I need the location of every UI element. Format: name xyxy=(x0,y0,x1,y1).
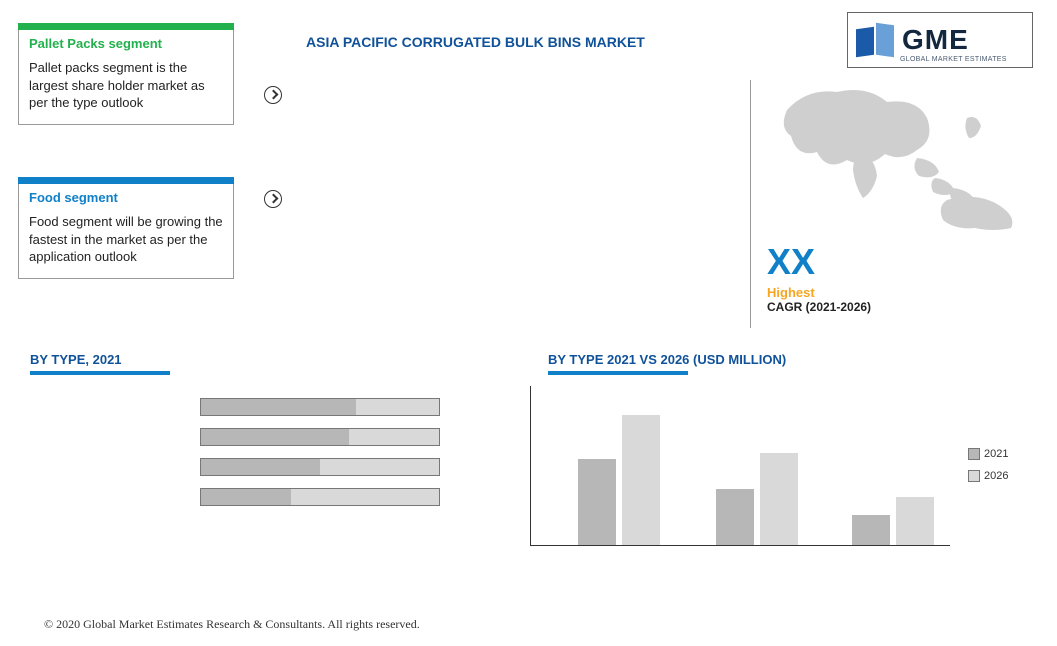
legend-swatch-icon xyxy=(968,448,980,460)
hbar-row xyxy=(200,428,440,446)
legend-item-2021: 2021 xyxy=(968,448,1014,460)
hbar-seg xyxy=(320,459,439,475)
chart-bar-2026 xyxy=(760,453,798,545)
asia-pacific-map-icon xyxy=(767,80,1027,230)
chevron-right-icon xyxy=(264,86,282,104)
box-title: Pallet Packs segment xyxy=(29,36,223,51)
hbar-seg xyxy=(291,489,439,505)
info-box-food: Food segment Food segment will be growin… xyxy=(18,178,234,279)
hbar-seg xyxy=(349,429,439,445)
logo-mark-icon xyxy=(856,22,896,58)
box-accent-bar xyxy=(18,23,234,30)
bullet-1 xyxy=(264,86,734,104)
legend-label: 2026 xyxy=(984,470,1008,482)
chart-bar-2021 xyxy=(716,489,754,545)
copyright: © 2020 Global Market Estimates Research … xyxy=(44,617,420,632)
info-box-pallet: Pallet Packs segment Pallet packs segmen… xyxy=(18,24,234,125)
chart-group xyxy=(569,415,669,545)
section-by-type-2021-vs-2026: BY TYPE 2021 VS 2026 (USD MILLION) xyxy=(548,352,786,375)
section-title: BY TYPE, 2021 xyxy=(30,352,122,367)
section-underline xyxy=(30,371,170,375)
chevron-right-icon xyxy=(264,190,282,208)
hbar-seg xyxy=(201,459,320,475)
hbar-seg xyxy=(356,399,439,415)
section-by-type-2021: BY TYPE, 2021 xyxy=(30,352,170,375)
chart-bar-2026 xyxy=(896,497,934,545)
legend-swatch-icon xyxy=(968,470,980,482)
region-block: XX Highest CAGR (2021-2026) xyxy=(750,80,1040,328)
by-type-column-chart: 2021 2026 xyxy=(530,386,990,566)
hbar-seg xyxy=(201,399,356,415)
chart-group xyxy=(843,497,943,545)
highest-label: Highest xyxy=(767,285,1040,300)
hbar-seg xyxy=(201,489,291,505)
chart-plot-area xyxy=(530,386,950,546)
box-accent-bar xyxy=(18,177,234,184)
chart-bar-2021 xyxy=(578,459,616,545)
legend-item-2026: 2026 xyxy=(968,470,1014,482)
hbar-seg xyxy=(201,429,349,445)
gme-logo: GME GLOBAL MARKET ESTIMATES xyxy=(847,12,1033,68)
chart-legend: 2021 2026 xyxy=(968,448,1014,492)
page-title: ASIA PACIFIC CORRUGATED BULK BINS MARKET xyxy=(306,34,645,50)
logo-subtext: GLOBAL MARKET ESTIMATES xyxy=(900,56,1007,63)
cagr-label: CAGR (2021-2026) xyxy=(767,300,1040,314)
box-body: Pallet packs segment is the largest shar… xyxy=(29,59,223,112)
chart-bar-2026 xyxy=(622,415,660,545)
section-underline xyxy=(548,371,688,375)
chart-bar-2021 xyxy=(852,515,890,545)
hbar-row xyxy=(200,458,440,476)
box-body: Food segment will be growing the fastest… xyxy=(29,213,223,266)
hbar-row xyxy=(200,488,440,506)
cagr-value: XX xyxy=(767,241,1040,283)
hbar-row xyxy=(200,398,440,416)
by-type-hbars xyxy=(200,398,440,518)
bullet-2 xyxy=(264,190,734,208)
box-title: Food segment xyxy=(29,190,223,205)
chart-group xyxy=(707,453,807,545)
logo-text: GME xyxy=(902,24,969,56)
legend-label: 2021 xyxy=(984,448,1008,460)
section-title: BY TYPE 2021 VS 2026 (USD MILLION) xyxy=(548,352,786,367)
